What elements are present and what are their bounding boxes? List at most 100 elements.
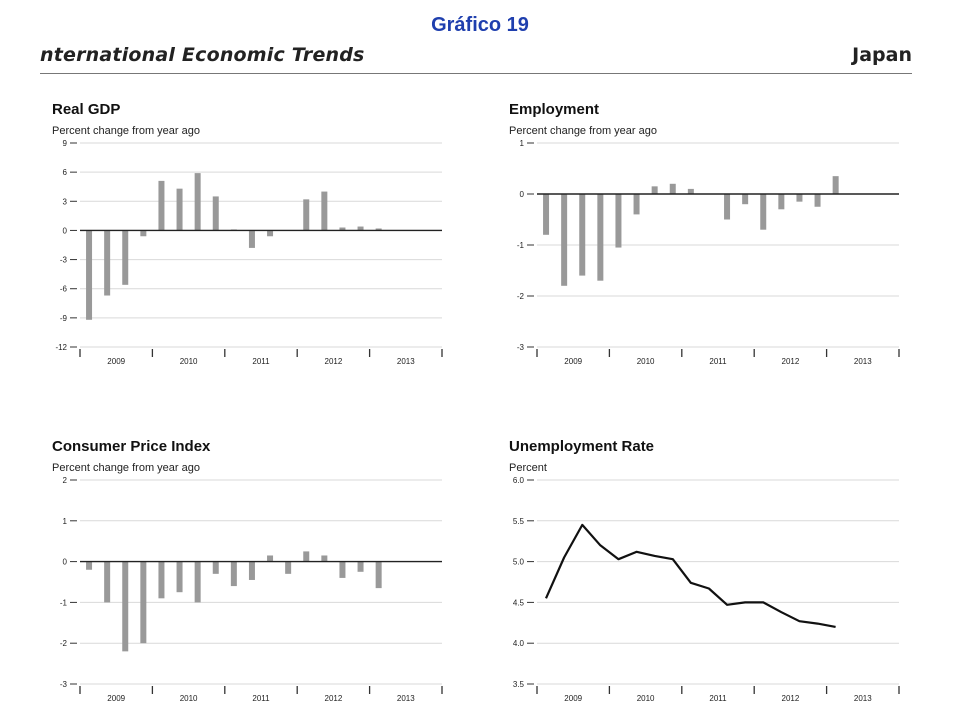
bar	[213, 196, 219, 230]
consumer-price-index-subtitle: Percent change from year ago	[52, 462, 200, 474]
y-tick-label: -3	[60, 256, 68, 265]
unemployment-rate-subtitle: Percent	[509, 462, 547, 474]
x-tick-label: 2010	[180, 694, 198, 703]
x-tick-label: 2013	[854, 357, 872, 366]
page-title: Gráfico 19	[0, 14, 960, 37]
x-tick-label: 2011	[252, 694, 270, 703]
bar	[122, 230, 128, 284]
y-tick-label: -6	[60, 285, 68, 294]
bar	[249, 562, 255, 580]
bar	[195, 173, 201, 230]
y-tick-label: 0	[63, 226, 68, 235]
bar	[267, 230, 273, 236]
consumer-price-index-chart: Consumer Price Index Percent change from …	[50, 434, 460, 712]
y-tick-label: -2	[517, 292, 525, 301]
y-tick-label: 1	[63, 517, 68, 526]
bar	[561, 194, 567, 286]
x-tick-label: 2012	[782, 357, 800, 366]
bar	[104, 562, 110, 603]
x-tick-label: 2009	[564, 694, 582, 703]
bar	[543, 194, 549, 235]
x-tick-label: 2013	[854, 694, 872, 703]
x-tick-label: 2012	[782, 694, 800, 703]
bar	[86, 230, 92, 319]
bar	[670, 184, 676, 194]
bar	[231, 562, 237, 586]
y-tick-label: -3	[60, 680, 68, 689]
bar	[597, 194, 603, 281]
x-tick-label: 2010	[637, 357, 655, 366]
x-tick-label: 2013	[397, 694, 415, 703]
bar	[177, 189, 183, 231]
employment-title: Employment	[509, 101, 599, 118]
real-gdp-chart: Real GDP Percent change from year ago 9 6 3 0…	[50, 97, 460, 375]
bar	[634, 194, 640, 214]
y-tick-label: 2	[63, 476, 68, 485]
bar	[177, 562, 183, 593]
real-gdp-subtitle: Percent change from year ago	[52, 125, 200, 137]
bar	[615, 194, 621, 248]
x-tick-label: 2011	[709, 694, 727, 703]
bar	[760, 194, 766, 230]
x-tick-label: 2010	[637, 694, 655, 703]
bar	[140, 562, 146, 644]
bar	[833, 176, 839, 194]
bar	[86, 562, 92, 570]
bar	[796, 194, 802, 202]
y-tick-label: 6	[63, 168, 68, 177]
x-tick-label: 2013	[397, 357, 415, 366]
bar	[321, 192, 327, 231]
bar	[376, 562, 382, 589]
bar	[778, 194, 784, 209]
country-label: Japan	[852, 44, 912, 66]
unemployment-rate-title: Unemployment Rate	[509, 438, 654, 455]
unemployment-rate-chart: Unemployment Rate Percent 6.0 5.5 5.0 4.5 4.0 3…	[507, 434, 917, 712]
bar	[688, 189, 694, 194]
employment-subtitle: Percent change from year ago	[509, 125, 657, 137]
bar	[140, 230, 146, 236]
y-tick-label: 1	[520, 139, 525, 148]
bar	[724, 194, 730, 220]
bar	[104, 230, 110, 295]
bar	[321, 555, 327, 561]
bar	[158, 181, 164, 231]
employment-chart: Employment Percent change from year ago 1 0…	[507, 97, 917, 375]
y-tick-label: -9	[60, 314, 68, 323]
x-tick-label: 2011	[252, 357, 270, 366]
y-tick-label: 0	[63, 558, 68, 567]
y-tick-label: -1	[60, 598, 68, 607]
y-tick-label: -12	[55, 343, 67, 352]
bar	[213, 562, 219, 574]
y-tick-label: 5.0	[513, 558, 525, 567]
unemployment-series-line	[546, 525, 836, 627]
bar	[358, 562, 364, 572]
y-tick-label: 9	[63, 139, 68, 148]
y-tick-label: 3	[63, 197, 68, 206]
y-tick-label: -3	[517, 343, 525, 352]
y-tick-label: 4.0	[513, 639, 525, 648]
bar	[249, 230, 255, 247]
x-tick-label: 2009	[107, 357, 125, 366]
y-tick-label: 6.0	[513, 476, 525, 485]
bar	[122, 562, 128, 652]
consumer-price-index-title: Consumer Price Index	[52, 438, 211, 455]
x-tick-label: 2012	[325, 694, 343, 703]
x-tick-label: 2010	[180, 357, 198, 366]
x-tick-label: 2009	[564, 357, 582, 366]
banner-divider	[40, 73, 912, 74]
y-tick-label: 0	[520, 190, 525, 199]
bar	[195, 562, 201, 603]
y-tick-label: -2	[60, 639, 68, 648]
bar	[742, 194, 748, 204]
y-tick-label: 3.5	[513, 680, 525, 689]
bar	[158, 562, 164, 599]
x-tick-label: 2011	[709, 357, 727, 366]
report-banner-title: nternational Economic Trends	[40, 44, 365, 66]
y-tick-label: 5.5	[513, 517, 525, 526]
bar	[285, 562, 291, 574]
bar	[339, 562, 345, 578]
bar	[303, 199, 309, 230]
x-tick-label: 2009	[107, 694, 125, 703]
real-gdp-title: Real GDP	[52, 101, 120, 118]
bar	[815, 194, 821, 207]
